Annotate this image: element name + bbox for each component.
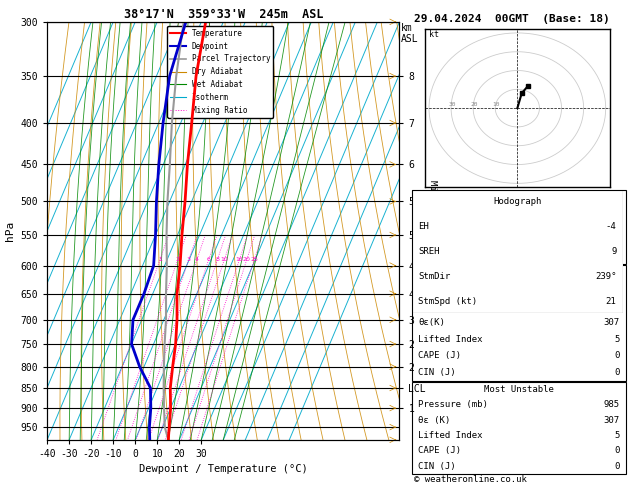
Text: θε (K): θε (K) [418, 416, 450, 425]
Text: PW (cm): PW (cm) [418, 247, 456, 256]
Text: 3: 3 [187, 257, 191, 262]
Text: 307: 307 [603, 416, 620, 425]
Text: 9: 9 [611, 247, 616, 256]
Text: CIN (J): CIN (J) [418, 368, 456, 377]
Text: CIN (J): CIN (J) [418, 462, 456, 471]
Text: Most Unstable: Most Unstable [484, 385, 554, 394]
Text: Lifted Index: Lifted Index [418, 431, 483, 440]
Text: ASL: ASL [401, 34, 419, 44]
Text: -4: -4 [606, 222, 616, 231]
Text: © weatheronline.co.uk: © weatheronline.co.uk [414, 475, 526, 484]
Text: Hodograph: Hodograph [493, 197, 542, 207]
Text: 6: 6 [207, 257, 211, 262]
Text: SREH: SREH [418, 247, 440, 256]
Text: 10: 10 [493, 102, 500, 107]
Text: 239°: 239° [595, 272, 616, 281]
Text: 5: 5 [614, 335, 620, 344]
Text: StmDir: StmDir [418, 272, 450, 281]
Text: 0: 0 [614, 351, 620, 360]
Text: CAPE (J): CAPE (J) [418, 351, 462, 360]
Bar [412, 265, 626, 381]
Text: 307: 307 [603, 318, 620, 328]
Text: 8: 8 [216, 257, 220, 262]
Text: 2: 2 [175, 257, 180, 262]
Title: 38°17'N  359°33'W  245m  ASL: 38°17'N 359°33'W 245m ASL [123, 8, 323, 21]
Text: Pressure (mb): Pressure (mb) [418, 400, 488, 410]
Text: 0: 0 [614, 368, 620, 377]
Y-axis label: Mixing Ratio (g/kg): Mixing Ratio (g/kg) [428, 180, 437, 282]
Text: 10: 10 [220, 257, 228, 262]
Text: 0: 0 [614, 446, 620, 455]
Text: 29.04.2024  00GMT  (Base: 18): 29.04.2024 00GMT (Base: 18) [414, 14, 610, 24]
Text: 44: 44 [609, 222, 620, 231]
Text: StmSpd (kt): StmSpd (kt) [418, 296, 477, 306]
Bar [412, 190, 626, 264]
Text: kt: kt [429, 30, 439, 39]
Text: 6.6: 6.6 [603, 302, 620, 311]
Text: Dewp (°C): Dewp (°C) [418, 302, 467, 311]
Y-axis label: hPa: hPa [5, 221, 15, 241]
Text: 30: 30 [448, 102, 456, 107]
Text: Totals Totals: Totals Totals [418, 222, 488, 231]
Text: 1: 1 [158, 257, 162, 262]
Text: 4: 4 [195, 257, 199, 262]
Text: Lifted Index: Lifted Index [418, 335, 483, 344]
Text: 1.96: 1.96 [598, 247, 620, 256]
Text: 21: 21 [606, 296, 616, 306]
Text: 16: 16 [235, 257, 243, 262]
Text: CAPE (J): CAPE (J) [418, 446, 462, 455]
Text: 23: 23 [609, 197, 620, 207]
Text: 20: 20 [470, 102, 478, 107]
Bar [412, 382, 626, 474]
Text: 0: 0 [614, 462, 620, 471]
Text: 15: 15 [609, 286, 620, 295]
Text: θε(K): θε(K) [418, 318, 445, 328]
Text: 20: 20 [243, 257, 251, 262]
Text: K: K [418, 197, 424, 207]
Text: Temp (°C): Temp (°C) [418, 286, 467, 295]
Legend: Temperature, Dewpoint, Parcel Trajectory, Dry Adiabat, Wet Adiabat, Isotherm, Mi: Temperature, Dewpoint, Parcel Trajectory… [167, 26, 274, 118]
Text: 985: 985 [603, 400, 620, 410]
Text: km: km [401, 23, 413, 34]
Text: 25: 25 [250, 257, 259, 262]
Text: 5: 5 [614, 431, 620, 440]
Text: EH: EH [418, 222, 429, 231]
X-axis label: Dewpoint / Temperature (°C): Dewpoint / Temperature (°C) [139, 465, 308, 474]
Text: Surface: Surface [500, 269, 538, 278]
